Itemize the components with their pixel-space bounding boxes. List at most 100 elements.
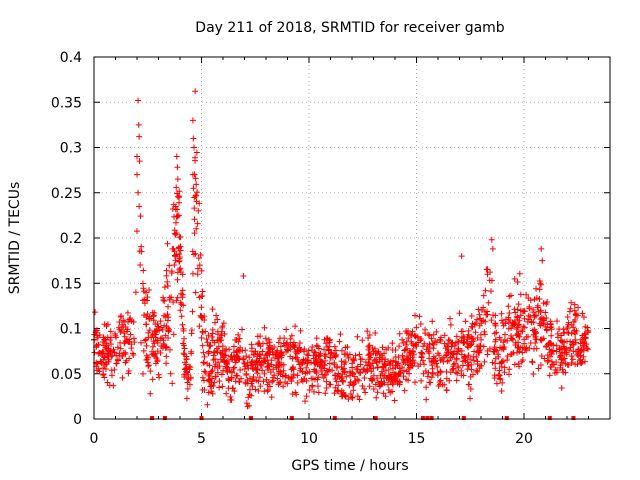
data-point — [143, 321, 150, 328]
data-point — [423, 396, 430, 403]
data-point — [323, 378, 330, 385]
data-point — [427, 379, 434, 386]
data-point — [195, 255, 202, 262]
data-point — [518, 327, 525, 334]
data-point — [541, 355, 548, 362]
data-point — [440, 358, 447, 365]
data-point — [315, 374, 322, 381]
data-point — [189, 308, 196, 315]
data-point — [548, 358, 555, 365]
data-point — [514, 316, 521, 323]
data-point — [492, 320, 499, 327]
data-point — [287, 335, 294, 342]
data-point — [432, 358, 439, 365]
data-point — [565, 319, 572, 326]
data-point — [163, 353, 170, 360]
data-point — [347, 369, 354, 376]
bottom-marker — [162, 416, 167, 420]
data-point — [296, 339, 303, 346]
data-point — [371, 345, 378, 352]
data-point — [548, 332, 555, 339]
data-point — [177, 307, 184, 314]
data-point — [473, 367, 480, 374]
data-point — [296, 361, 303, 368]
data-point — [365, 359, 372, 366]
data-point — [276, 379, 283, 386]
data-point — [465, 344, 472, 351]
data-point — [176, 258, 183, 265]
data-point — [461, 355, 468, 362]
data-point — [246, 391, 253, 398]
data-point — [537, 336, 544, 343]
data-point — [430, 353, 437, 360]
data-point — [408, 332, 415, 339]
data-point — [579, 358, 586, 365]
data-point — [489, 245, 496, 252]
data-point — [236, 335, 243, 342]
data-point — [338, 375, 345, 382]
data-point — [434, 350, 441, 357]
data-point — [157, 318, 164, 325]
data-point — [418, 354, 425, 361]
data-point — [366, 365, 373, 372]
data-point — [458, 253, 465, 260]
data-point — [332, 384, 339, 391]
data-point — [216, 363, 223, 370]
data-point — [173, 297, 180, 304]
data-point — [278, 349, 285, 356]
data-point — [142, 289, 149, 296]
data-point — [548, 364, 555, 371]
data-point — [107, 334, 114, 341]
data-point — [561, 355, 568, 362]
data-point — [294, 348, 301, 355]
data-point — [407, 357, 414, 364]
data-point — [179, 321, 186, 328]
data-point — [514, 278, 521, 285]
data-point — [448, 340, 455, 347]
data-point — [270, 366, 277, 373]
data-point — [511, 361, 518, 368]
bottom-marker — [420, 416, 425, 420]
data-point — [580, 353, 587, 360]
data-point — [354, 366, 361, 373]
data-point — [122, 351, 129, 358]
data-point — [485, 299, 492, 306]
data-point — [338, 347, 345, 354]
data-point — [467, 356, 474, 363]
data-point — [198, 267, 205, 274]
data-point — [209, 337, 216, 344]
data-point — [191, 216, 198, 223]
data-point — [365, 335, 372, 342]
data-point — [305, 352, 312, 359]
data-point — [498, 317, 505, 324]
data-point — [399, 352, 406, 359]
data-point — [462, 318, 469, 325]
data-point — [263, 352, 270, 359]
data-point — [190, 144, 197, 151]
data-point — [475, 348, 482, 355]
data-point — [391, 397, 398, 404]
data-point — [137, 262, 144, 269]
data-point — [413, 343, 420, 350]
y-axis-label: SRMTID / TECUs — [7, 182, 23, 295]
data-point — [193, 225, 200, 232]
data-point — [565, 361, 572, 368]
data-point — [453, 333, 460, 340]
data-point — [232, 359, 239, 366]
data-point — [216, 384, 223, 391]
data-point — [309, 375, 316, 382]
data-point — [259, 367, 266, 374]
data-point — [127, 315, 134, 322]
data-point — [533, 285, 540, 292]
data-point — [345, 396, 352, 403]
data-point — [356, 351, 363, 358]
data-point — [527, 297, 534, 304]
data-point — [539, 257, 546, 264]
data-point — [149, 343, 156, 350]
data-point — [106, 382, 113, 389]
data-point — [211, 379, 218, 386]
data-point — [151, 309, 158, 316]
data-point — [260, 378, 267, 385]
data-point — [121, 330, 128, 337]
data-point — [213, 312, 220, 319]
